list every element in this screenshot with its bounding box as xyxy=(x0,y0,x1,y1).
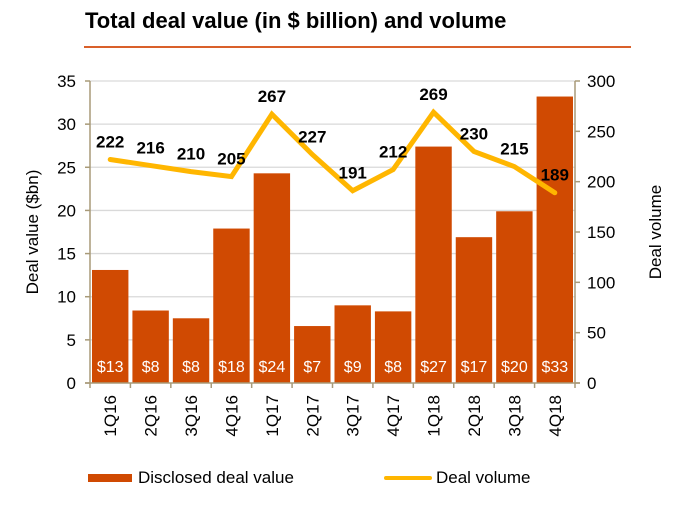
x-tick-label: 4Q16 xyxy=(222,395,241,437)
title-underline xyxy=(84,46,631,48)
right-tick-label: 0 xyxy=(587,374,596,393)
line-data-label: 227 xyxy=(298,127,326,146)
left-tick-label: 0 xyxy=(67,374,76,393)
bar-data-label: $9 xyxy=(344,359,362,376)
bar-data-label: $8 xyxy=(182,359,200,376)
bar-2Q18 xyxy=(455,237,493,383)
line-data-label: 215 xyxy=(500,140,528,159)
x-tick-label: 1Q17 xyxy=(263,395,282,437)
right-tick-label: 50 xyxy=(587,324,606,343)
left-tick-label: 5 xyxy=(67,331,76,350)
legend-item-deal-volume: Deal volume xyxy=(384,468,531,488)
line-data-label: 267 xyxy=(258,87,286,106)
bar-data-label: $18 xyxy=(218,359,245,376)
line-data-label: 205 xyxy=(217,150,245,169)
x-tick-label: 4Q17 xyxy=(384,395,403,437)
bar-data-label: $17 xyxy=(461,359,488,376)
bar-data-label: $8 xyxy=(384,359,402,376)
y2-axis-title: Deal volume xyxy=(646,185,665,280)
line-data-label: 216 xyxy=(136,139,164,158)
left-tick-label: 10 xyxy=(57,288,76,307)
x-tick-label: 4Q18 xyxy=(546,395,565,437)
legend-swatch-line xyxy=(384,476,432,480)
line-data-label: 230 xyxy=(460,124,488,143)
left-tick-label: 35 xyxy=(57,72,76,91)
bar-data-label: $24 xyxy=(259,359,286,376)
x-tick-label: 2Q16 xyxy=(142,395,161,437)
left-tick-label: 15 xyxy=(57,245,76,264)
x-tick-label: 3Q16 xyxy=(182,395,201,437)
bar-1Q18 xyxy=(415,146,452,383)
y-axis-title: Deal value ($bn) xyxy=(23,170,42,295)
bar-data-label: $20 xyxy=(501,359,528,376)
right-tick-label: 200 xyxy=(587,173,615,192)
bar-2Q16 xyxy=(132,310,169,383)
x-tick-label: 1Q16 xyxy=(101,395,120,437)
x-tick-label: 2Q17 xyxy=(303,395,322,437)
bar-data-label: $13 xyxy=(97,359,124,376)
bar-3Q16 xyxy=(172,318,210,383)
line-data-label: 191 xyxy=(339,164,367,183)
x-tick-label: 3Q17 xyxy=(344,395,363,437)
bar-1Q17 xyxy=(253,173,291,383)
bar-data-label: $27 xyxy=(420,359,447,376)
left-tick-label: 20 xyxy=(57,201,76,220)
right-tick-label: 150 xyxy=(587,223,615,242)
bar-4Q18 xyxy=(536,96,573,383)
legend-swatch-bar xyxy=(88,474,132,482)
line-data-label: 212 xyxy=(379,143,407,162)
left-tick-label: 25 xyxy=(57,158,76,177)
line-data-label: 210 xyxy=(177,145,205,164)
line-data-label: 189 xyxy=(541,166,569,185)
line-data-label: 222 xyxy=(96,133,124,152)
bar-3Q17 xyxy=(334,305,371,383)
deal-volume-line xyxy=(107,108,558,196)
x-tick-label: 1Q18 xyxy=(425,395,444,437)
bar-1Q16 xyxy=(92,269,129,383)
bar-4Q17 xyxy=(374,311,412,383)
bar-data-label: $7 xyxy=(303,359,321,376)
right-tick-label: 250 xyxy=(587,122,615,141)
bar-3Q18 xyxy=(496,211,533,383)
legend-label-deal-value: Disclosed deal value xyxy=(138,468,294,487)
bar-4Q16 xyxy=(213,228,250,383)
right-tick-label: 300 xyxy=(587,72,615,91)
right-tick-label: 100 xyxy=(587,273,615,292)
bar-2Q17 xyxy=(294,326,331,383)
left-tick-label: 30 xyxy=(57,115,76,134)
legend-item-deal-value: Disclosed deal value xyxy=(88,468,294,488)
x-tick-label: 2Q18 xyxy=(465,395,484,437)
bar-data-label: $33 xyxy=(541,359,568,376)
x-tick-label: 3Q18 xyxy=(505,395,524,437)
legend-label-deal-volume: Deal volume xyxy=(436,468,531,487)
line-data-label: 269 xyxy=(419,85,447,104)
bar-data-label: $8 xyxy=(142,359,160,376)
chart-title: Total deal value (in $ billion) and volu… xyxy=(85,8,507,33)
